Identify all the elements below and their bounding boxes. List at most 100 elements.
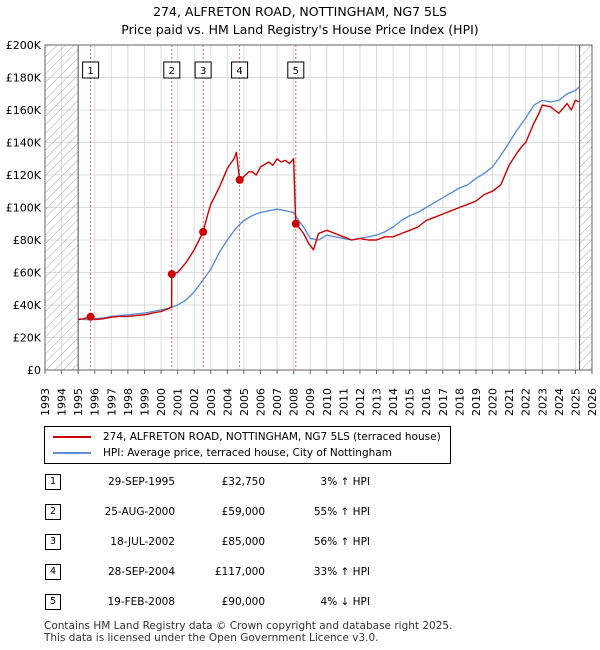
x-tick-label: 2013 [371,388,384,416]
chart-title: 274, ALFRETON ROAD, NOTTINGHAM, NG7 5LS [153,4,447,19]
sale-point [235,175,244,184]
sale-date: 25-AUG-2000 [104,506,175,518]
sale-date: 28-SEP-2004 [107,566,175,578]
sale-marker-label: 5 [293,66,299,77]
x-tick-label: 2011 [337,388,350,416]
sale-price: £59,000 [221,506,265,518]
x-tick-label: 2019 [470,388,483,416]
y-tick-label: £0 [27,364,41,377]
x-tick-label: 2021 [503,388,516,416]
x-tick-label: 2008 [288,388,301,416]
sale-number-badge: 4 [45,564,61,580]
x-tick-label: 2014 [387,388,400,416]
sale-number-badge: 5 [45,594,61,610]
y-tick-label: £160K [6,104,42,117]
sale-hpi-diff: 56% ↑ HPI [313,536,370,548]
x-tick-label: 2002 [188,388,201,416]
x-tick-label: 2025 [569,388,582,416]
legend-swatch-hpi [53,452,91,454]
y-tick-label: £100K [6,202,42,215]
footer-licence: This data is licensed under the Open Gov… [44,632,379,644]
sale-marker-box [231,61,249,79]
sale-marker-label: 1 [87,66,93,77]
x-tick-label: 1994 [56,388,69,416]
sale-point [199,227,208,236]
legend-label-property: 274, ALFRETON ROAD, NOTTINGHAM, NG7 5LS … [103,431,441,443]
table-row: 3 18-JUL-2002 £85,000 56% ↑ HPI [40,533,560,553]
y-tick-label: £20K [13,332,42,345]
sale-price: £32,750 [221,476,265,488]
sale-marker-box [194,61,212,79]
y-tick-label: £80K [13,234,42,247]
x-tick-label: 2024 [553,388,566,416]
table-row: 1 29-SEP-1995 £32,750 3% ↑ HPI [40,473,560,493]
sale-marker-label: 3 [200,66,206,77]
x-tick-label: 2000 [155,388,168,416]
sale-marker-box [163,61,181,79]
chart-subtitle: Price paid vs. HM Land Registry's House … [121,22,479,37]
sale-hpi-diff: 55% ↑ HPI [313,506,370,518]
x-tick-label: 2020 [487,388,500,416]
sale-point [86,312,95,321]
x-tick-label: 2009 [304,388,317,416]
table-row: 2 25-AUG-2000 £59,000 55% ↑ HPI [40,503,560,523]
sale-number-badge: 1 [45,474,61,490]
x-tick-label: 1998 [122,388,135,416]
sale-date: 29-SEP-1995 [107,476,175,488]
x-tick-label: 1999 [138,388,151,416]
sale-price: £85,000 [221,536,265,548]
x-tick-label: 2016 [420,388,433,416]
legend-item-property: 274, ALFRETON ROAD, NOTTINGHAM, NG7 5LS … [53,429,441,445]
x-tick-label: 2022 [520,388,533,416]
chart-legend: 274, ALFRETON ROAD, NOTTINGHAM, NG7 5LS … [44,426,451,464]
hatched-region [579,45,592,370]
x-tick-label: 2015 [404,388,417,416]
sale-number-badge: 3 [45,534,61,550]
table-row: 4 28-SEP-2004 £117,000 33% ↑ HPI [40,563,560,583]
x-tick-label: 1993 [39,388,52,416]
sale-point [291,219,300,228]
sale-hpi-diff: 33% ↑ HPI [313,566,370,578]
x-tick-label: 2001 [172,388,185,416]
table-row: 5 19-FEB-2008 £90,000 4% ↓ HPI [40,593,560,613]
x-tick-label: 1997 [105,388,118,416]
y-tick-label: £140K [6,137,42,150]
sale-marker-box [287,61,305,79]
sale-point [167,270,176,279]
price-chart: 1 2 3 4 5 £0 £20K £40K £60K £80K £100K £120K £140K £1… [6,39,599,416]
legend-label-hpi: HPI: Average price, terraced house, City… [103,447,392,459]
y-tick-label: £180K [6,72,42,85]
sale-date: 18-JUL-2002 [110,536,175,548]
x-tick-label: 2018 [453,388,466,416]
sale-date: 19-FEB-2008 [107,596,175,608]
sale-number-badge: 2 [45,504,61,520]
x-tick-label: 2012 [354,388,367,416]
sale-marker-label: 4 [236,66,242,77]
x-tick-label: 2004 [221,388,234,416]
hatched-region [45,45,79,370]
y-tick-label: £60K [13,267,42,280]
property-price-line [78,99,580,321]
x-tick-label: 2010 [321,388,334,416]
y-tick-label: £200K [6,39,42,52]
sale-hpi-diff: 4% ↓ HPI [320,596,370,608]
x-tick-label: 1996 [89,388,102,416]
sale-marker-box [82,61,100,79]
footer-copyright: Contains HM Land Registry data © Crown c… [44,620,453,632]
legend-swatch-property [53,436,91,438]
legend-item-hpi: HPI: Average price, terraced house, City… [53,445,392,461]
x-tick-label: 2023 [536,388,549,416]
sale-hpi-diff: 3% ↑ HPI [320,476,370,488]
sale-price: £117,000 [214,566,265,578]
x-tick-label: 2005 [238,388,251,416]
x-tick-label: 2017 [437,388,450,416]
x-tick-label: 2003 [205,388,218,416]
y-tick-label: £120K [6,169,42,182]
x-tick-label: 2026 [586,388,599,416]
hpi-line [78,86,580,321]
y-tick-label: £40K [13,299,42,312]
x-tick-label: 2006 [254,388,267,416]
sale-price: £90,000 [221,596,265,608]
x-tick-label: 2007 [271,388,284,416]
x-tick-label: 1995 [72,388,85,416]
